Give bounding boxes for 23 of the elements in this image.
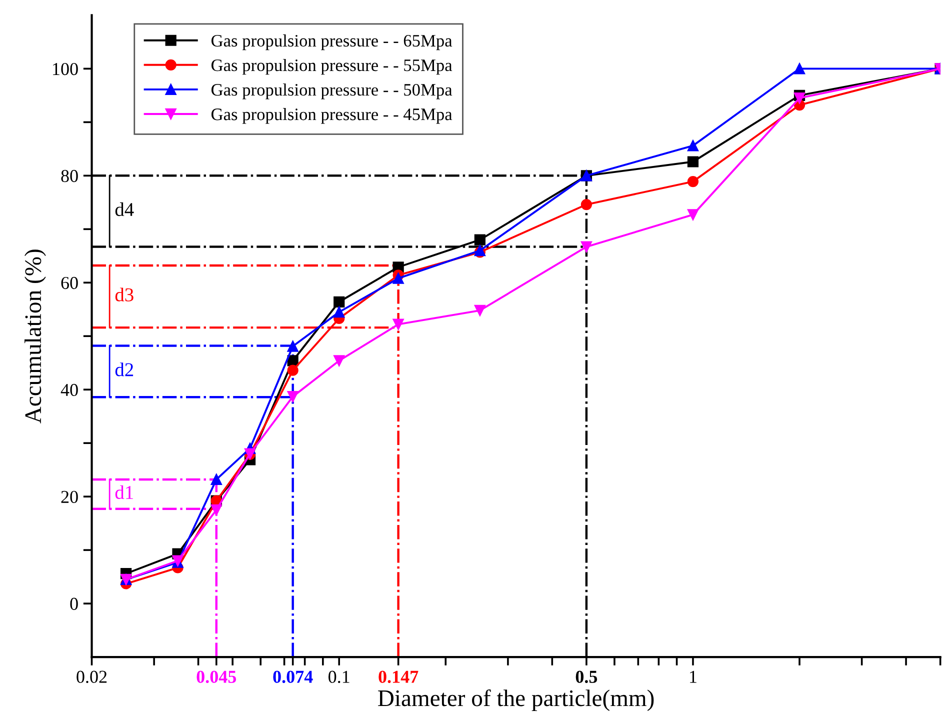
- y-tick-label: 0: [70, 598, 78, 610]
- y-tick-label: 100: [53, 62, 78, 76]
- x-tick-label: 0.147: [378, 670, 418, 684]
- y-tick-label: 40: [60, 384, 78, 396]
- annotation: d2: [115, 362, 134, 376]
- legend-label: Gas propulsion pressure - - 45Mpa: [211, 108, 452, 124]
- x-tick-label: 0.074: [273, 670, 313, 684]
- legend-label: Gas propulsion pressure - - 55Mpa: [211, 58, 452, 75]
- x-tick-label: 0.1: [328, 670, 350, 684]
- x-tick-label: 0.045: [196, 670, 236, 684]
- x-tick-label: 0.02: [76, 670, 107, 684]
- y-tick-label: 60: [61, 276, 78, 290]
- annotation: d4: [115, 202, 134, 216]
- legend-label: Gas propulsion pressure - - 65Mpa: [211, 34, 452, 50]
- x-axis-title: Diameter of the particle(mm): [378, 689, 654, 712]
- x-tick-label: 0.5: [576, 670, 598, 684]
- legend-label: Gas propulsion pressure - - 50Mpa: [211, 83, 452, 100]
- y-axis-title: Accumulation (%): [24, 250, 46, 424]
- annotation: d3: [115, 288, 134, 302]
- y-tick-label: 20: [61, 490, 78, 504]
- annotation: d1: [115, 485, 133, 500]
- y-tick-label: 80: [61, 170, 78, 182]
- x-tick-label: 1: [690, 670, 696, 683]
